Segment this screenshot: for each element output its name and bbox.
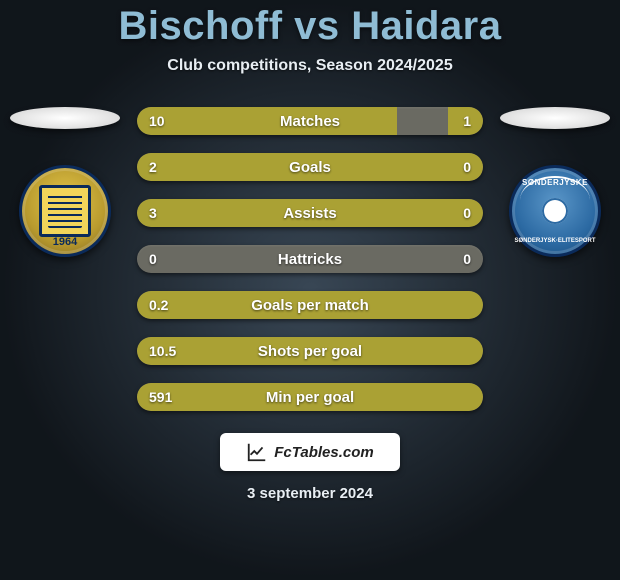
crest-left-tower-icon <box>39 185 91 237</box>
crest-left-year: 1964 <box>22 236 108 248</box>
bar-value-right: 0 <box>463 199 471 227</box>
bar-label: Hattricks <box>137 245 483 273</box>
bar-label: Min per goal <box>137 383 483 411</box>
subtitle: Club competitions, Season 2024/2025 <box>167 57 452 75</box>
footer-brand: FcTables.com <box>220 433 400 471</box>
comparison-card: Bischoff vs Haidara Club competitions, S… <box>0 0 620 580</box>
date: 3 september 2024 <box>247 485 373 502</box>
stat-bar: 0Hattricks0 <box>137 245 483 273</box>
club-crest-left: 1964 <box>19 165 111 257</box>
bar-value-right: 0 <box>463 245 471 273</box>
bar-label: Assists <box>137 199 483 227</box>
bar-label: Shots per goal <box>137 337 483 365</box>
crest-right-bottom: SØNDERJYSK·ELITESPORT <box>512 238 598 244</box>
footer-brand-text: FcTables.com <box>274 444 373 461</box>
stat-bar: 591Min per goal <box>137 383 483 411</box>
right-side: SØNDERJYSKE SØNDERJYSK·ELITESPORT <box>495 107 615 257</box>
stat-bar: 0.2Goals per match <box>137 291 483 319</box>
player-right-placeholder <box>500 107 610 129</box>
page-title: Bischoff vs Haidara <box>119 4 502 49</box>
chart-icon <box>246 441 268 463</box>
stat-bar: 10.5Shots per goal <box>137 337 483 365</box>
bar-value-right: 1 <box>463 107 471 135</box>
stat-bar: 3Assists0 <box>137 199 483 227</box>
left-side: 1964 <box>5 107 125 257</box>
stat-bars: 10Matches12Goals03Assists00Hattricks00.2… <box>125 107 495 411</box>
club-crest-right: SØNDERJYSKE SØNDERJYSK·ELITESPORT <box>509 165 601 257</box>
stat-bar: 10Matches1 <box>137 107 483 135</box>
stat-bar: 2Goals0 <box>137 153 483 181</box>
body-row: 1964 10Matches12Goals03Assists00Hattrick… <box>0 107 620 411</box>
bar-label: Goals per match <box>137 291 483 319</box>
bar-value-right: 0 <box>463 153 471 181</box>
crest-right-ball-icon <box>542 198 568 224</box>
bar-label: Matches <box>137 107 483 135</box>
bar-label: Goals <box>137 153 483 181</box>
crest-right-top: SØNDERJYSKE <box>512 178 598 187</box>
player-left-placeholder <box>10 107 120 129</box>
